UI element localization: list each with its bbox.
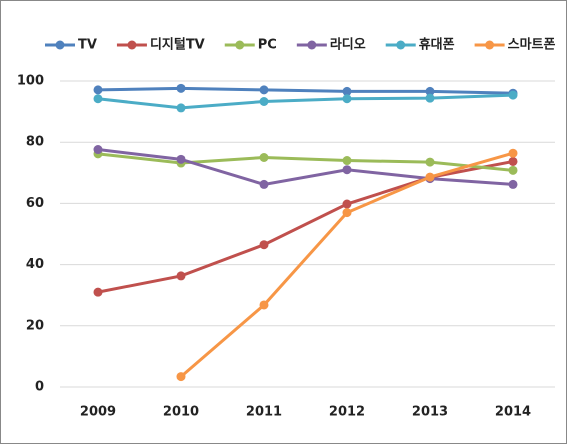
point (425, 157, 435, 167)
point (508, 156, 518, 166)
point (342, 94, 352, 104)
y-tick-label: 60 (26, 196, 44, 211)
series-line (97, 86, 514, 95)
point (93, 85, 103, 95)
point (508, 165, 518, 175)
legend-marker (235, 40, 245, 50)
point (259, 240, 269, 250)
point (342, 156, 352, 166)
legend-label: 디지털TV (150, 37, 205, 53)
point (259, 85, 269, 95)
point (176, 372, 186, 382)
point (425, 172, 435, 182)
y-tick-label: 0 (35, 380, 44, 395)
point (93, 94, 103, 104)
point (342, 86, 352, 96)
point (425, 93, 435, 103)
y-tick-label: 100 (17, 74, 44, 89)
legend-label: 휴대폰 (419, 37, 455, 53)
legend-marker (485, 40, 495, 50)
point (342, 165, 352, 175)
x-tick-label: 2012 (329, 405, 365, 420)
legend-label: 라디오 (330, 37, 366, 53)
x-tick-label: 2009 (80, 405, 116, 420)
legend-label: 스마트폰 (508, 37, 556, 53)
y-tick-label: 20 (26, 318, 44, 333)
point (176, 154, 186, 164)
legend-marker (55, 40, 65, 50)
y-tick-label: 40 (26, 257, 44, 272)
point (259, 179, 269, 189)
point (259, 300, 269, 310)
point (93, 145, 103, 155)
series-line (97, 93, 514, 110)
legend-marker (396, 40, 406, 50)
x-tick-label: 2010 (163, 405, 199, 420)
x-tick-label: 2011 (246, 405, 282, 420)
point (93, 287, 103, 297)
point (176, 83, 186, 93)
series-line (97, 160, 514, 294)
legend-marker (127, 40, 137, 50)
point (425, 86, 435, 96)
point (508, 179, 518, 189)
point (176, 103, 186, 113)
x-tick-label: 2013 (412, 405, 448, 420)
point (508, 90, 518, 100)
x-tick-label: 2014 (495, 405, 531, 420)
point (176, 271, 186, 281)
series-line (97, 152, 514, 172)
legend-label: PC (258, 38, 277, 53)
point (342, 199, 352, 209)
y-tick-label: 80 (26, 135, 44, 150)
legend-label: TV (78, 38, 97, 53)
legend-marker (307, 40, 317, 50)
point (259, 153, 269, 162)
point (342, 208, 352, 218)
point (508, 148, 518, 158)
point (259, 97, 269, 107)
series-line (97, 148, 514, 186)
